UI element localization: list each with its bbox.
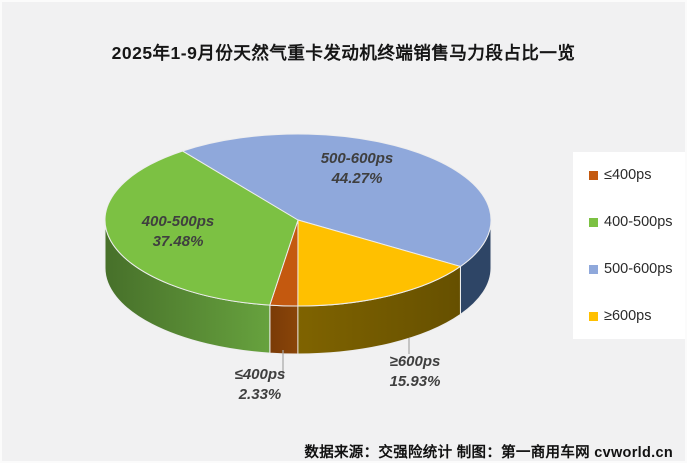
legend-swatch-icon <box>589 311 598 321</box>
legend-item-label: ≤400ps <box>604 167 652 183</box>
chart-title: 2025年1-9月份天然气重卡发动机终端销售马力段占比一览 <box>111 43 576 63</box>
source-credit: 数据来源：交强险统计 制图：第一商用车网 cvworld.cn <box>304 445 673 461</box>
legend-item-500-600ps: 500-600ps <box>589 260 683 278</box>
legend-item-le400ps: ≤400ps <box>589 166 683 184</box>
legend-swatch-icon <box>589 264 598 274</box>
legend-item-label: ≥600ps <box>604 308 652 324</box>
legend-item-label: 400-500ps <box>604 214 673 230</box>
legend-item-400-500ps: 400-500ps <box>589 213 683 231</box>
legend-swatch-icon <box>589 170 598 180</box>
legend-swatch-icon <box>589 217 598 227</box>
legend-item-ge600ps: ≥600ps <box>589 307 683 325</box>
legend-item-label: 500-600ps <box>604 261 673 277</box>
legend: ≤400ps 400-500ps 500-600ps ≥600ps <box>573 152 685 339</box>
